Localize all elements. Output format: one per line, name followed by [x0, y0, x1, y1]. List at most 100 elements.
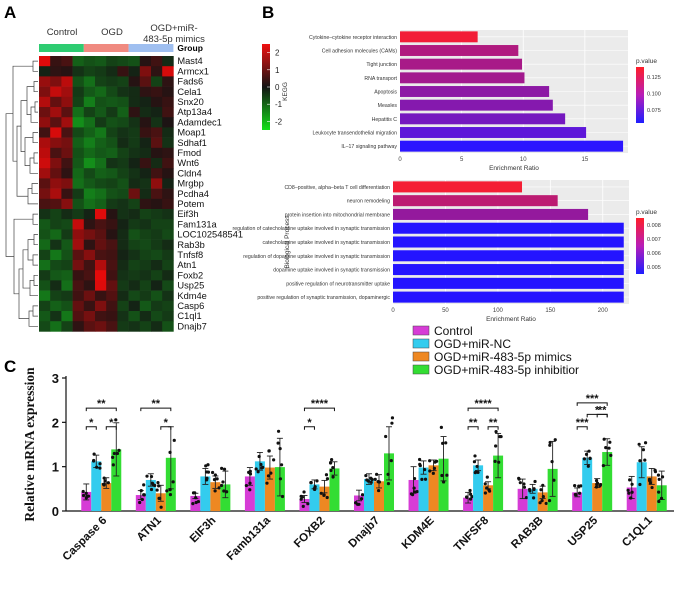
heatmap-cell [128, 107, 141, 118]
heatmap-cell [151, 290, 163, 302]
data-point [386, 482, 391, 486]
gene-label: Casp6 [177, 301, 204, 311]
heatmap-cell [95, 290, 107, 302]
data-point [609, 453, 613, 457]
gene-label: Eif3h [177, 209, 198, 219]
heatmap-cell [95, 56, 107, 67]
heatmap-cell [106, 147, 118, 159]
heatmap-cell [61, 86, 73, 98]
dendrogram-branch [26, 86, 34, 115]
heatmap-cell [39, 198, 51, 210]
panel-label-c: C [4, 357, 16, 376]
gene-label: C1ql1 [177, 311, 201, 321]
bp-x-tick-label: 100 [493, 308, 504, 314]
bp-x-tick-label: 0 [391, 308, 395, 314]
data-point [594, 478, 599, 483]
bp-bar [393, 264, 624, 276]
category-label: USP25 [566, 514, 601, 549]
gene-label: Adamdec1 [177, 117, 221, 127]
heatmap-colorbar [262, 44, 270, 130]
data-point [98, 466, 102, 470]
heatmap-cell [139, 127, 152, 138]
heatmap-cell [151, 260, 163, 271]
heatmap-cell [117, 168, 129, 179]
gene-label: Fads6 [177, 77, 203, 87]
heatmap-cell [39, 86, 51, 98]
data-point [582, 457, 587, 461]
heatmap-cell [83, 219, 96, 230]
data-point [206, 470, 211, 474]
heatmap-cell [95, 147, 107, 159]
heatmap-cell [151, 117, 163, 128]
gene-label: Fmod [177, 148, 201, 158]
data-point [418, 462, 422, 466]
heatmap-cell [117, 158, 129, 169]
heatmap-cell [61, 117, 73, 128]
heatmap-cell [128, 219, 141, 230]
legend-swatch [412, 364, 430, 375]
data-point [544, 501, 548, 506]
gene-label: Foxb2 [177, 270, 203, 280]
data-point [375, 472, 379, 476]
y-tick-label: 1 [52, 460, 59, 475]
data-point [418, 457, 422, 462]
heatmap-cell [95, 280, 107, 291]
heatmap-cell [61, 178, 73, 189]
heatmap-cell [72, 219, 85, 230]
data-point [483, 491, 487, 495]
data-point [604, 446, 608, 450]
kegg-category-label: Hepatitis C [372, 117, 398, 123]
heatmap-cell [151, 127, 163, 138]
heatmap-cell [39, 56, 51, 67]
data-point [92, 452, 96, 456]
significance-bracket [85, 407, 117, 412]
data-point [412, 486, 416, 490]
gene-label: Potem [177, 199, 204, 209]
data-point [322, 493, 326, 498]
heatmap-cell [162, 117, 174, 128]
data-point [390, 416, 395, 420]
data-point [657, 499, 661, 504]
heatmap-cell [162, 137, 174, 149]
gene-label: Tnfsf8 [177, 250, 203, 260]
data-point [354, 501, 358, 505]
heatmap-cell [39, 321, 51, 332]
data-point [324, 473, 329, 477]
data-point [659, 496, 664, 501]
bar [364, 479, 374, 511]
heatmap-cell [117, 280, 129, 291]
heatmap-cell [50, 280, 62, 291]
heatmap-cell [151, 219, 163, 230]
heatmap-cell [106, 229, 118, 240]
heatmap-cell [61, 209, 73, 220]
heatmap-cell [128, 270, 141, 281]
heatmap-cell [83, 147, 96, 159]
heatmap-cell [83, 86, 96, 98]
data-point [643, 441, 648, 445]
category-label: ATN1 [135, 514, 165, 544]
heatmap-cell [72, 96, 85, 108]
y-tick-label: 3 [52, 371, 59, 386]
data-point [102, 476, 106, 480]
heatmap-cell [61, 147, 73, 159]
gene-label: Pcdha4 [177, 189, 209, 199]
heatmap-cell [95, 188, 107, 200]
dendrogram-branch [32, 60, 38, 72]
dendrogram-branch [20, 100, 27, 152]
bp-legend-tick-label: 0.005 [647, 265, 661, 271]
heatmap-cell [106, 239, 118, 251]
significance-bracket [467, 407, 499, 412]
data-point [389, 458, 393, 463]
heatmap-cell [139, 239, 152, 251]
heatmap-cell [117, 219, 129, 230]
heatmap-cell [151, 66, 163, 77]
data-point [435, 459, 439, 463]
y-tick-label: 2 [52, 415, 59, 430]
heatmap-cell [128, 76, 141, 87]
data-point [547, 499, 552, 503]
data-point [159, 505, 163, 509]
data-point [586, 464, 590, 468]
heatmap-cell [39, 270, 51, 281]
significance-label: ** [152, 398, 161, 410]
